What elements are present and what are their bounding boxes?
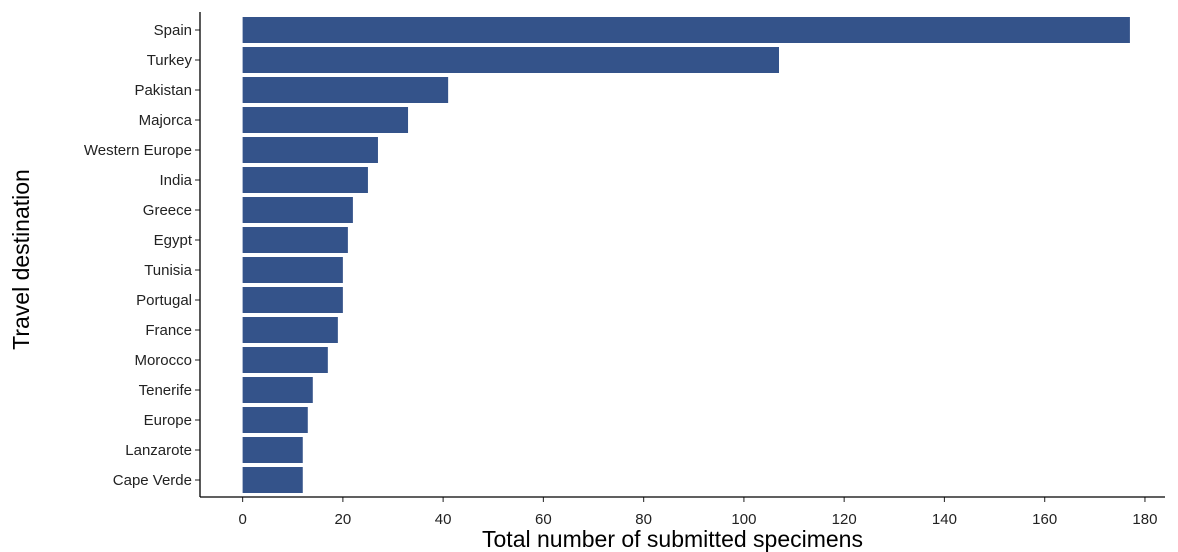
x-tick-label: 160: [1032, 511, 1057, 528]
bar: [242, 467, 303, 493]
y-tick-label: Europe: [144, 412, 192, 429]
y-axis-title: Travel destination: [8, 169, 34, 350]
bar: [242, 197, 353, 223]
bar: [242, 137, 378, 163]
x-tick-label: 20: [335, 511, 352, 528]
bar: [242, 437, 303, 463]
y-tick-label: Pakistan: [134, 82, 192, 99]
y-tick-label: Majorca: [139, 112, 193, 129]
bar: [242, 287, 343, 313]
y-tick-label: India: [159, 172, 192, 189]
y-tick-label: Morocco: [134, 352, 192, 369]
x-tick-label: 100: [731, 511, 756, 528]
y-tick-label: Spain: [154, 22, 192, 39]
x-tick-label: 180: [1132, 511, 1157, 528]
y-tick-label: Greece: [143, 202, 192, 219]
x-tick-label: 140: [932, 511, 957, 528]
bar: [242, 167, 368, 193]
y-tick-label: Tenerife: [139, 382, 192, 399]
x-tick-label: 60: [535, 511, 552, 528]
x-tick-label: 0: [238, 511, 246, 528]
bar: [242, 107, 409, 133]
y-tick-label: Egypt: [154, 232, 193, 249]
bar: [242, 377, 313, 403]
x-tick-label: 80: [635, 511, 652, 528]
bar: [242, 227, 348, 253]
y-axis-ticks: Spain Turkey Pakistan Majorca Western Europe…: [84, 22, 200, 489]
bar: [242, 347, 328, 373]
y-tick-label: Lanzarote: [125, 442, 192, 459]
y-tick-label: Portugal: [136, 292, 192, 309]
y-tick-label: Cape Verde: [113, 472, 192, 489]
bar: [242, 317, 338, 343]
bar: [242, 17, 1130, 43]
y-tick-label: France: [145, 322, 192, 339]
x-tick-label: 40: [435, 511, 452, 528]
y-tick-label: Turkey: [147, 52, 193, 69]
y-tick-label: Western Europe: [84, 142, 192, 159]
bars-group: [242, 17, 1130, 493]
x-axis-ticks: 0 20 40 60 80 100 120 140 160 180: [238, 497, 1157, 528]
bar: [242, 407, 308, 433]
bar: [242, 257, 343, 283]
bar: [242, 47, 780, 73]
y-tick-label: Tunisia: [144, 262, 192, 279]
x-axis-title: Total number of submitted specimens: [482, 526, 863, 552]
x-tick-label: 120: [832, 511, 857, 528]
bar: [242, 77, 449, 103]
